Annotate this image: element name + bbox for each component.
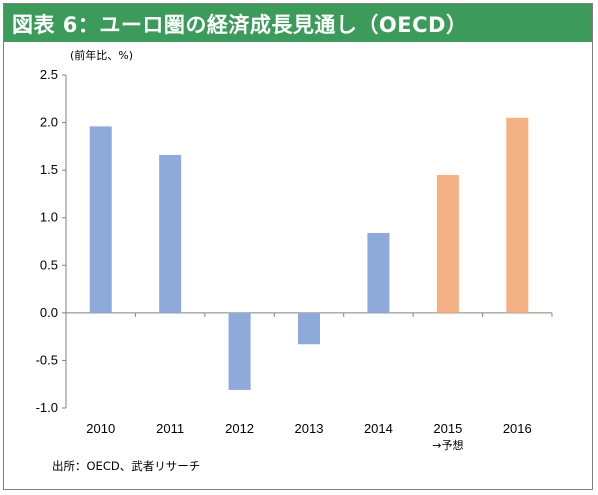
bar-2010	[89, 126, 112, 313]
x-tick-label: 2012	[225, 421, 254, 436]
y-tick-label: 1.5	[40, 162, 58, 177]
bar-2015	[436, 174, 459, 313]
y-tick-label: -0.5	[36, 352, 58, 367]
x-tick-label: 2013	[295, 421, 324, 436]
bar-2012	[228, 312, 251, 390]
forecast-note: →予想	[432, 438, 463, 452]
y-tick-label: 1.0	[40, 210, 58, 225]
title-bar: 図表 6：ユーロ圏の経済成長見通し（OECD）	[4, 4, 592, 42]
x-tick-label: 2015	[433, 421, 462, 436]
y-tick-label: 0.0	[40, 305, 58, 320]
bar-2016	[506, 117, 529, 313]
x-tick-label: 2011	[156, 421, 184, 436]
x-tick-label: 2016	[503, 421, 532, 436]
x-tick-label: 2010	[86, 421, 115, 436]
chart-title: 図表 6：ユーロ圏の経済成長見通し（OECD）	[12, 13, 468, 37]
y-tick-label: 0.5	[40, 257, 58, 272]
y-tick-label: -1.0	[36, 400, 58, 415]
x-tick-label: 2014	[364, 421, 393, 436]
y-tick-label: 2.5	[40, 67, 58, 82]
y-unit-label: (前年比、%)	[70, 49, 134, 62]
source-note: 出所：OECD、武者リサーチ	[52, 459, 201, 473]
bar-2014	[367, 232, 390, 313]
bar-2013	[298, 312, 320, 345]
bar-2011	[159, 154, 182, 313]
y-tick-label: 2.0	[40, 115, 58, 130]
